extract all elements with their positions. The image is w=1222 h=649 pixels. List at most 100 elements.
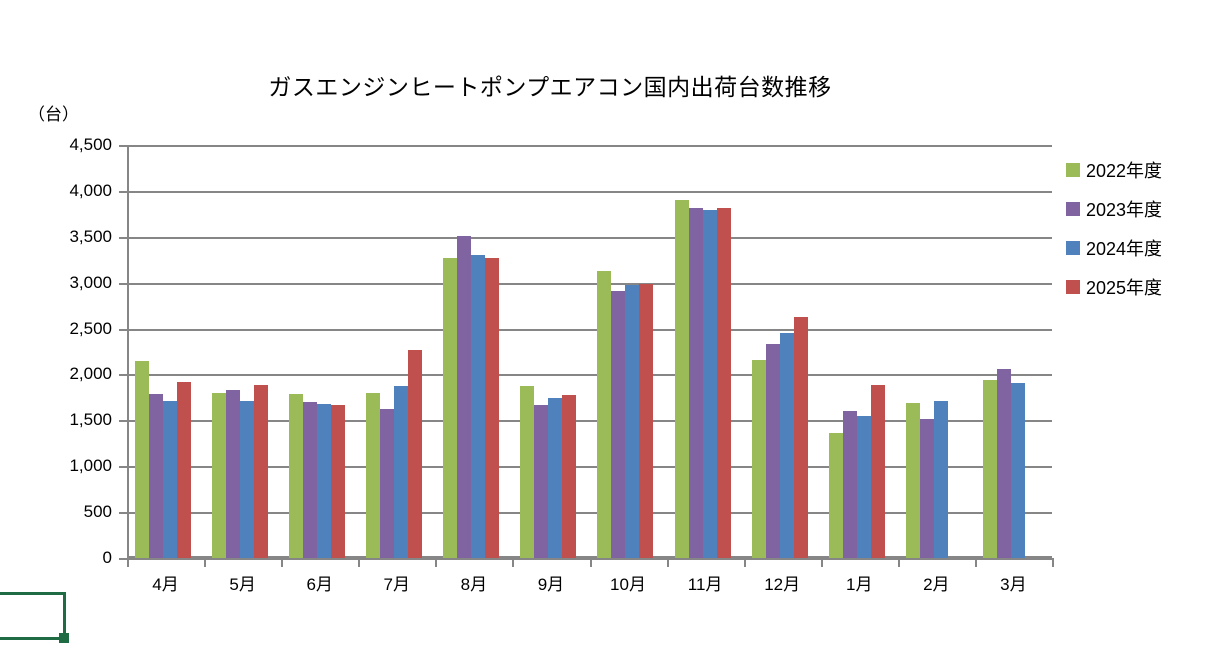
y-axis-tick-label: 1,500 bbox=[69, 410, 112, 430]
bar-group bbox=[667, 145, 744, 558]
bar[interactable] bbox=[688, 208, 703, 558]
bar[interactable] bbox=[919, 419, 934, 558]
bar[interactable] bbox=[135, 360, 149, 558]
bar[interactable] bbox=[716, 208, 731, 558]
plot-area bbox=[127, 145, 1052, 560]
gridline bbox=[127, 374, 1052, 377]
bar-group bbox=[204, 145, 281, 558]
legend-swatch-icon bbox=[1066, 240, 1080, 255]
legend-label: 2025年度 bbox=[1086, 277, 1163, 298]
y-axis-tick-label: 1,000 bbox=[69, 456, 112, 476]
bar[interactable] bbox=[779, 333, 794, 558]
bar[interactable] bbox=[828, 433, 843, 558]
x-axis-label: 11月 bbox=[687, 575, 723, 594]
bar[interactable] bbox=[520, 386, 535, 558]
bar[interactable] bbox=[289, 393, 304, 558]
y-axis-tick bbox=[119, 466, 128, 469]
bar-group-inner bbox=[512, 145, 589, 558]
bar[interactable] bbox=[1010, 382, 1025, 558]
bar[interactable] bbox=[534, 404, 549, 558]
bar[interactable] bbox=[254, 385, 269, 558]
bar-group bbox=[358, 145, 435, 558]
gridline bbox=[127, 236, 1052, 239]
bar[interactable] bbox=[982, 379, 997, 558]
bar-group bbox=[512, 145, 589, 558]
bar[interactable] bbox=[842, 411, 857, 558]
bar[interactable] bbox=[562, 394, 577, 558]
bar[interactable] bbox=[625, 284, 640, 558]
x-axis-label: 7月 bbox=[383, 575, 410, 594]
gridline bbox=[127, 558, 1052, 560]
x-axis-tick bbox=[898, 558, 900, 567]
y-axis-tick bbox=[119, 558, 128, 560]
bar[interactable] bbox=[751, 359, 766, 558]
bar[interactable] bbox=[212, 392, 227, 558]
y-axis-tick-labels: 4,500 4,000 3,500 3,000 2,500 2,000 1,500 1,000… bbox=[28, 135, 112, 567]
gridline bbox=[127, 512, 1052, 515]
bar-group bbox=[589, 145, 666, 558]
gridline bbox=[127, 466, 1052, 469]
bar-group-inner bbox=[667, 145, 744, 558]
x-axis-label: 5月 bbox=[229, 575, 256, 594]
bar-group bbox=[744, 145, 821, 558]
bar[interactable] bbox=[905, 402, 920, 558]
x-axis-labels: 4月 5月 6月 7月 8月 9月 10月 11月 12月 1月 2月 3月 bbox=[127, 570, 1052, 600]
x-axis-label: 2月 bbox=[923, 575, 950, 594]
bar[interactable] bbox=[226, 390, 241, 558]
y-axis-tick bbox=[119, 145, 128, 147]
legend-item[interactable]: 2024年度 bbox=[1066, 228, 1216, 267]
bar[interactable] bbox=[611, 290, 626, 558]
y-axis-tick bbox=[119, 282, 128, 285]
legend-label: 2023年度 bbox=[1086, 199, 1163, 220]
bar[interactable] bbox=[639, 283, 654, 558]
bar-group-inner bbox=[358, 145, 435, 558]
bar[interactable] bbox=[765, 344, 780, 558]
legend-item[interactable]: 2025年度 bbox=[1066, 267, 1216, 306]
bar[interactable] bbox=[597, 270, 612, 558]
legend-item[interactable]: 2023年度 bbox=[1066, 189, 1216, 228]
x-axis-label: 3月 bbox=[1000, 575, 1027, 594]
bar[interactable] bbox=[366, 392, 381, 558]
bar[interactable] bbox=[163, 401, 177, 558]
bar[interactable] bbox=[303, 401, 318, 558]
bar[interactable] bbox=[408, 349, 423, 558]
y-axis-tick bbox=[119, 420, 128, 423]
x-axis-tick bbox=[821, 558, 823, 567]
bar[interactable] bbox=[240, 401, 255, 558]
cell-fill-handle[interactable] bbox=[59, 633, 69, 643]
y-axis-tick bbox=[119, 328, 128, 331]
x-axis-tick bbox=[358, 558, 360, 567]
legend-item[interactable]: 2022年度 bbox=[1066, 150, 1216, 189]
bar-group-inner bbox=[204, 145, 281, 558]
bar[interactable] bbox=[380, 409, 395, 558]
y-axis-tick-label: 500 bbox=[83, 502, 112, 522]
y-axis-unit-label: （台） bbox=[28, 105, 79, 124]
bar[interactable] bbox=[394, 386, 409, 558]
bar[interactable] bbox=[674, 200, 689, 558]
bar[interactable] bbox=[933, 401, 948, 558]
bar[interactable] bbox=[856, 415, 871, 558]
x-axis-tick bbox=[127, 558, 129, 567]
bar[interactable] bbox=[793, 316, 808, 558]
bar[interactable] bbox=[870, 385, 885, 558]
bar[interactable] bbox=[485, 257, 500, 558]
bar-group bbox=[435, 145, 512, 558]
bar[interactable] bbox=[177, 381, 191, 558]
spreadsheet-cell-selection[interactable] bbox=[0, 592, 69, 643]
bar[interactable] bbox=[443, 257, 458, 558]
bar[interactable] bbox=[149, 393, 163, 558]
x-axis-tick bbox=[204, 558, 206, 567]
y-axis-tick-label: 3,000 bbox=[69, 272, 112, 292]
bar[interactable] bbox=[331, 404, 346, 558]
x-axis-tick bbox=[512, 558, 514, 567]
chart-title: ガスエンジンヒートポンプエアコン国内出荷台数推移 bbox=[268, 74, 832, 100]
bar-group-inner bbox=[281, 145, 358, 558]
bar[interactable] bbox=[996, 368, 1011, 558]
bar[interactable] bbox=[457, 235, 472, 558]
bar-group bbox=[281, 145, 358, 558]
bar[interactable] bbox=[471, 255, 486, 558]
bar[interactable] bbox=[702, 210, 717, 558]
bar[interactable] bbox=[317, 403, 332, 558]
bar[interactable] bbox=[548, 398, 563, 558]
y-axis-tick-label: 2,500 bbox=[69, 318, 112, 338]
